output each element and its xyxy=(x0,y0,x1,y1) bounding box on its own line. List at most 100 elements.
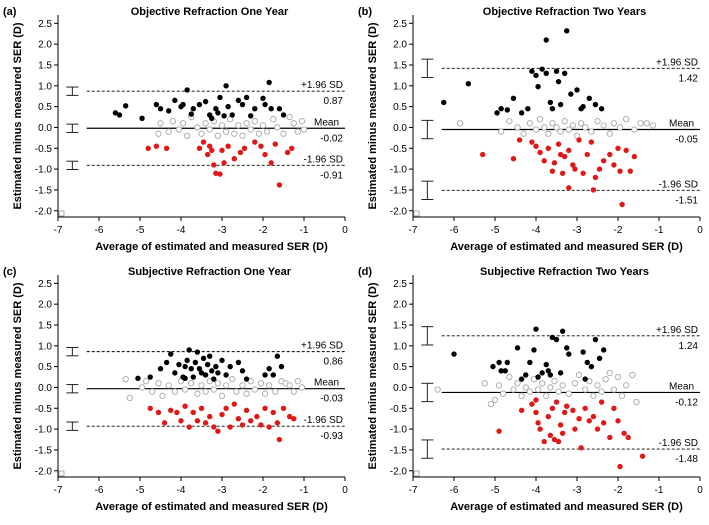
data-point-within xyxy=(606,369,613,377)
y-tick-label: -1.5 xyxy=(35,445,53,456)
data-point-within xyxy=(165,382,172,389)
data-point-below xyxy=(549,405,556,411)
y-tick-label: 1.0 xyxy=(38,81,52,92)
data-point-within xyxy=(235,122,242,129)
data-point-within xyxy=(214,132,222,139)
data-point-within xyxy=(194,390,201,397)
data-point-above xyxy=(496,359,502,366)
data-point-within xyxy=(616,124,624,131)
y-axis-label: Estimated minus measured SER (D) xyxy=(12,282,24,469)
data-point-below xyxy=(516,137,523,143)
data-point-below xyxy=(207,413,213,420)
data-point-above xyxy=(209,368,215,374)
data-point-above xyxy=(278,363,285,370)
data-point-below xyxy=(239,422,246,428)
data-point-below xyxy=(213,170,219,176)
data-point-below xyxy=(555,141,562,147)
data-point-above xyxy=(139,115,145,121)
data-point-within xyxy=(122,375,129,383)
data-point-below xyxy=(204,151,211,158)
data-point-within xyxy=(487,400,495,408)
x-tick-label: 0 xyxy=(697,485,703,496)
data-point-above xyxy=(533,326,539,332)
x-tick-label: -6 xyxy=(450,485,459,496)
data-point-above xyxy=(135,375,141,381)
data-point-within xyxy=(198,382,205,389)
data-point-above xyxy=(157,106,164,112)
data-point-within xyxy=(243,390,250,397)
data-point-within xyxy=(222,382,230,389)
data-point-above xyxy=(549,334,556,341)
y-tick-label: -2.0 xyxy=(390,206,408,217)
data-point-within xyxy=(294,128,301,135)
x-tick-label: -2 xyxy=(259,485,268,496)
data-point-above xyxy=(274,353,281,359)
data-point-below xyxy=(235,415,242,422)
x-tick-label: -6 xyxy=(95,485,104,496)
data-point-above xyxy=(490,363,496,370)
data-point-within xyxy=(239,382,246,389)
data-point-above xyxy=(239,101,246,108)
x-tick-label: -5 xyxy=(136,485,145,496)
data-point-above xyxy=(182,363,188,370)
data-point-above xyxy=(498,368,504,374)
data-point-above xyxy=(229,112,235,118)
y-tick-label: 0.5 xyxy=(393,102,407,113)
data-point-within xyxy=(298,118,306,125)
x-tick-label: -6 xyxy=(450,225,459,236)
lower-loa-label: -1.96 SD xyxy=(659,438,698,449)
data-point-within xyxy=(594,118,601,125)
chart-title: Subjective Refraction Two Years xyxy=(480,266,649,278)
data-point-within xyxy=(169,118,176,125)
data-point-above xyxy=(580,349,586,355)
data-point-above xyxy=(190,374,196,380)
data-point-below xyxy=(549,168,556,174)
x-tick-label: -7 xyxy=(409,485,418,496)
data-point-below xyxy=(570,162,576,168)
panel-label: (a) xyxy=(3,6,17,18)
data-point-within xyxy=(514,380,521,387)
data-point-below xyxy=(194,418,201,424)
y-tick-label: 1.5 xyxy=(38,320,52,331)
y-tick-label: 2.5 xyxy=(38,19,52,30)
data-point-below xyxy=(186,424,192,430)
x-axis-label: Average of estimated and measured SER (D… xyxy=(95,501,328,513)
x-tick-label: -2 xyxy=(614,485,623,496)
data-point-within xyxy=(198,130,205,137)
data-point-within xyxy=(610,120,618,127)
x-axis-label: Average of estimated and measured SER (D… xyxy=(95,241,328,253)
data-point-below xyxy=(286,413,293,420)
data-point-above xyxy=(562,70,568,77)
data-point-within xyxy=(210,386,217,393)
data-point-above xyxy=(223,83,229,89)
data-point-within xyxy=(290,388,297,395)
data-point-above xyxy=(592,336,599,343)
data-point-below xyxy=(274,420,281,426)
data-point-above xyxy=(209,115,215,121)
panel-c: (c) Subjective Refraction One Year 2.5 2.0 1… xyxy=(3,266,348,513)
data-point-below xyxy=(248,418,254,424)
data-point-within xyxy=(618,392,626,399)
y-tick-label: -1.0 xyxy=(390,425,408,436)
upper-loa-value: 0.86 xyxy=(324,357,344,368)
y-tick-label: -1.5 xyxy=(390,185,408,196)
panel-label: (b) xyxy=(358,6,372,18)
data-point-below xyxy=(553,399,560,405)
data-point-below xyxy=(631,153,638,160)
data-point-below xyxy=(541,158,547,164)
data-point-within xyxy=(229,375,236,383)
data-point-above xyxy=(582,376,588,382)
mean-label: Mean xyxy=(314,117,339,128)
axis-corner-marker xyxy=(413,470,420,477)
data-point-below xyxy=(510,155,517,162)
mean-value: -0.12 xyxy=(675,397,698,408)
data-point-within xyxy=(538,380,546,387)
data-point-within xyxy=(457,120,464,127)
data-point-within xyxy=(138,384,146,391)
data-point-within xyxy=(491,396,499,404)
data-point-below xyxy=(588,139,595,145)
data-point-below xyxy=(586,418,592,424)
data-point-above xyxy=(547,372,554,378)
data-point-within xyxy=(526,388,534,395)
data-point-above xyxy=(504,359,510,366)
